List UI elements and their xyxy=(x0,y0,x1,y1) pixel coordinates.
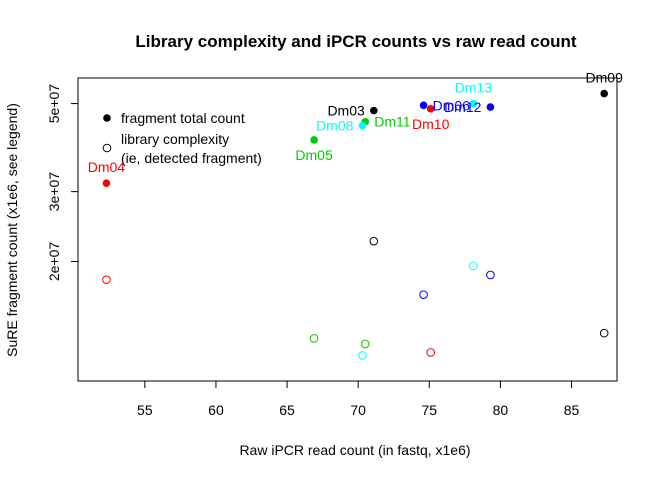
point-complexity xyxy=(469,261,478,271)
point-total-dm04 xyxy=(102,179,111,188)
point-total-dm12 xyxy=(486,103,495,111)
point-complexity xyxy=(486,270,495,280)
point-total-dm10 xyxy=(426,105,435,113)
x-tick-label: 65 xyxy=(279,402,295,418)
point-complexity xyxy=(419,290,428,299)
legend: fragment total count library complexity … xyxy=(102,110,262,166)
point-complexity xyxy=(360,339,370,349)
data-marks xyxy=(102,89,609,360)
x-axis: 55 60 65 70 75 80 85 xyxy=(137,380,580,418)
point-complexity xyxy=(309,334,319,343)
point-label-dm10: Dm10 xyxy=(412,116,450,132)
point-label-dm06: Dm06 xyxy=(433,97,471,113)
legend-marker-open xyxy=(102,143,112,153)
point-label-dm12: Dm12 xyxy=(444,99,482,115)
y-tick-label: 2e+07 xyxy=(46,242,62,282)
point-label-dm13: Dm13 xyxy=(455,80,493,96)
point-label-dm11: Dm11 xyxy=(374,114,411,130)
point-total-dm08 xyxy=(358,121,367,130)
point-complexity xyxy=(426,348,435,357)
point-total-dm06 xyxy=(419,101,428,110)
y-axis-label: SuRE fragment count (x1e6, see legend) xyxy=(4,103,20,357)
point-label-dm05: Dm05 xyxy=(295,147,333,163)
point-total-dm03 xyxy=(370,106,378,115)
point-total-dm13 xyxy=(469,99,478,108)
y-tick-label: 5e+07 xyxy=(46,84,62,124)
point-complexity xyxy=(358,351,367,360)
point-label-dm04: Dm04 xyxy=(88,159,126,175)
legend-marker-filled xyxy=(103,114,111,122)
point-total-dm09 xyxy=(600,89,609,98)
point-label-dm08: Dm08 xyxy=(316,118,354,134)
point-complexity xyxy=(102,275,111,284)
point-total-dm05 xyxy=(310,136,318,144)
point-complexity xyxy=(369,236,379,246)
x-axis-label: Raw iPCR read count (in fastq, x1e6) xyxy=(239,442,470,458)
legend-label-complexity-sub: (ie, detected fragment) xyxy=(121,150,262,166)
point-complexity xyxy=(599,328,609,338)
point-label-dm09: Dm09 xyxy=(586,70,624,86)
legend-label-complexity: library complexity xyxy=(121,131,229,147)
point-label-dm03: Dm03 xyxy=(327,103,365,119)
x-tick-label: 60 xyxy=(208,402,224,418)
x-tick-label: 85 xyxy=(564,402,580,418)
chart-title: Library complexity and iPCR counts vs ra… xyxy=(135,32,577,51)
x-tick-label: 75 xyxy=(421,402,437,418)
y-axis: 2e+07 3e+07 5e+07 xyxy=(46,84,79,282)
x-tick-label: 55 xyxy=(137,402,153,418)
legend-label-total: fragment total count xyxy=(121,110,245,126)
y-tick-label: 3e+07 xyxy=(46,172,62,212)
x-tick-label: 80 xyxy=(493,402,509,418)
x-tick-label: 70 xyxy=(350,402,366,418)
